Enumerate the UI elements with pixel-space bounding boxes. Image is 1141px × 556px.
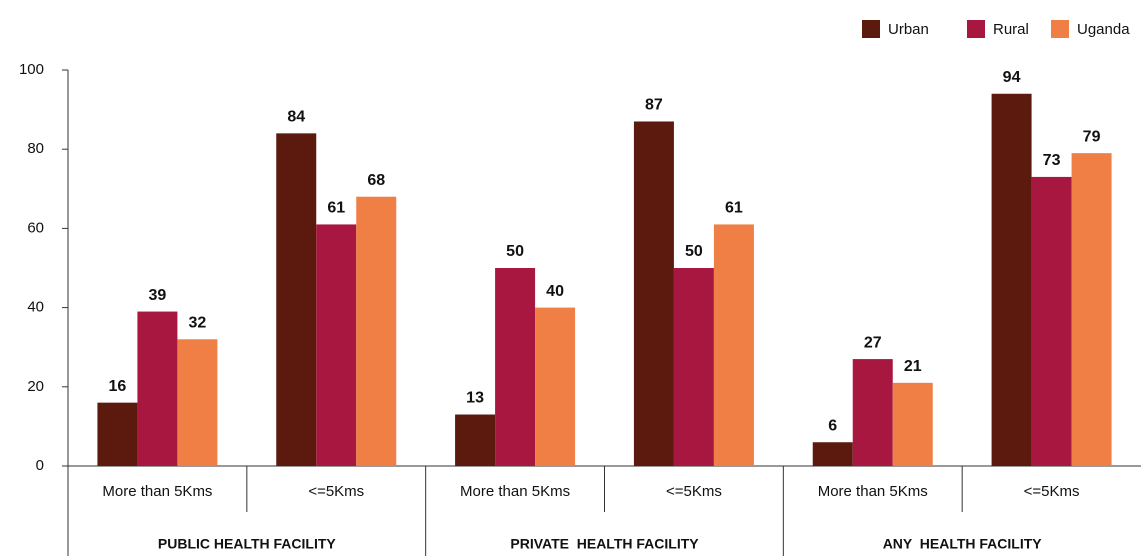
value-label: 6	[828, 417, 837, 434]
bar	[852, 359, 893, 466]
bar	[455, 414, 496, 466]
bar	[177, 339, 218, 466]
value-label: 94	[1003, 69, 1021, 86]
bar	[137, 311, 178, 466]
value-label: 61	[725, 200, 743, 217]
bar	[97, 402, 138, 466]
value-label: 21	[904, 358, 922, 375]
bar	[356, 196, 397, 466]
bar	[316, 224, 357, 466]
bar	[892, 382, 933, 466]
group-label: ANY HEALTH FACILITY	[883, 536, 1043, 552]
bar	[633, 121, 674, 466]
value-label: 50	[685, 243, 703, 260]
bar	[713, 224, 754, 466]
x-tick-label: More than 5Kms	[460, 483, 570, 500]
value-label: 13	[466, 390, 484, 407]
value-label: 68	[367, 172, 385, 189]
x-tick-label: More than 5Kms	[102, 483, 212, 500]
bar	[1071, 153, 1112, 466]
bar	[812, 442, 853, 466]
y-tick-label: 80	[27, 140, 44, 157]
y-tick-label: 100	[19, 61, 44, 78]
legend-label: Urban	[888, 21, 929, 38]
value-label: 79	[1083, 128, 1101, 145]
y-tick-label: 0	[36, 457, 44, 474]
value-label: 39	[149, 287, 167, 304]
value-label: 84	[287, 109, 305, 126]
group-label: PRIVATE HEALTH FACILITY	[510, 536, 699, 552]
bar	[991, 93, 1032, 466]
value-label: 16	[109, 378, 127, 395]
bar	[1031, 176, 1072, 467]
legend-swatch	[967, 20, 985, 38]
legend-swatch	[862, 20, 880, 38]
value-label: 27	[864, 334, 882, 351]
y-tick-label: 40	[27, 299, 44, 316]
value-label: 50	[506, 243, 524, 260]
x-tick-label: <=5Kms	[308, 483, 364, 500]
value-label: 40	[546, 283, 564, 300]
value-label: 87	[645, 97, 663, 114]
y-tick-label: 60	[27, 219, 44, 236]
group-label: PUBLIC HEALTH FACILITY	[158, 536, 337, 552]
x-tick-label: <=5Kms	[1024, 483, 1080, 500]
legend-label: Uganda	[1077, 21, 1130, 38]
legend-label: Rural	[993, 21, 1029, 38]
bar	[535, 307, 576, 466]
bar	[673, 268, 714, 466]
value-label: 73	[1043, 152, 1061, 169]
bar	[495, 268, 536, 466]
y-tick-label: 20	[27, 378, 44, 395]
legend-swatch	[1051, 20, 1069, 38]
x-tick-label: <=5Kms	[666, 483, 722, 500]
bar	[276, 133, 317, 467]
value-label: 32	[189, 314, 207, 331]
value-label: 61	[327, 200, 345, 217]
x-tick-label: More than 5Kms	[818, 483, 928, 500]
